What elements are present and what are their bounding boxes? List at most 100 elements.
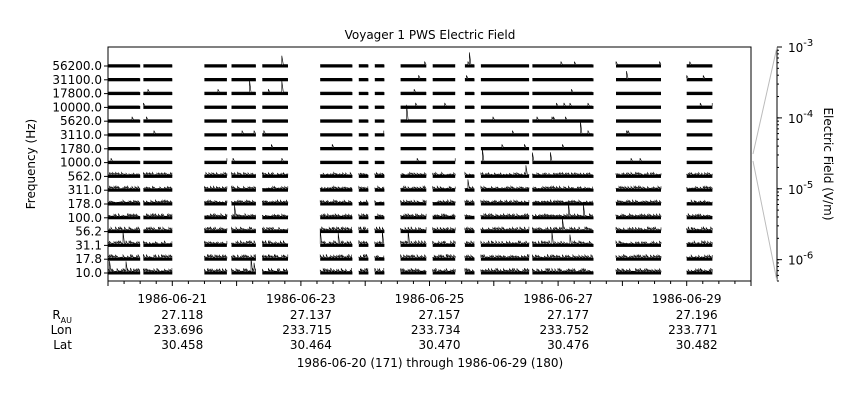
segment-3 bbox=[231, 230, 256, 234]
segment-9 bbox=[432, 78, 456, 82]
segment-9 bbox=[432, 92, 456, 96]
segment-7 bbox=[374, 92, 385, 96]
trace-10 bbox=[464, 179, 475, 190]
ephemeris-row-label: Lat bbox=[53, 338, 72, 352]
trace-7 bbox=[374, 226, 385, 232]
y-axis-label: Frequency (Hz) bbox=[24, 119, 38, 210]
segment-14 bbox=[686, 78, 713, 82]
trace-9 bbox=[432, 213, 456, 218]
segment-7 bbox=[374, 216, 385, 220]
ephemeris-value: 233.771 bbox=[668, 323, 718, 337]
segment-9 bbox=[432, 188, 456, 192]
x-tick-label: 1986-06-21 bbox=[137, 292, 207, 306]
segment-0 bbox=[108, 161, 141, 165]
ephemeris-value: 30.470 bbox=[419, 338, 461, 352]
segment-9 bbox=[432, 147, 456, 151]
segment-5 bbox=[320, 92, 353, 96]
segment-3 bbox=[231, 202, 256, 206]
y-tick-label: 178.0 bbox=[68, 197, 102, 211]
segment-10 bbox=[464, 174, 475, 178]
trace-14 bbox=[686, 185, 713, 190]
channel-100.0-hz bbox=[107, 201, 713, 220]
ephemeris-value: 30.476 bbox=[547, 338, 589, 352]
segment-14 bbox=[686, 188, 713, 192]
segment-2 bbox=[204, 64, 227, 68]
segment-5 bbox=[320, 216, 353, 220]
trace-0 bbox=[107, 212, 140, 218]
segment-8 bbox=[400, 64, 427, 68]
trace-9 bbox=[432, 102, 456, 107]
segment-8 bbox=[400, 174, 427, 178]
channel-3110.0-hz bbox=[108, 120, 713, 137]
segment-14 bbox=[686, 119, 713, 123]
segment-6 bbox=[358, 64, 369, 68]
channel-traces bbox=[107, 52, 713, 275]
segment-1 bbox=[143, 92, 173, 96]
trace-9 bbox=[432, 226, 456, 232]
segment-0 bbox=[108, 119, 141, 123]
ephemeris-value: 30.458 bbox=[161, 338, 203, 352]
channel-562.0-hz bbox=[107, 165, 713, 178]
segment-11 bbox=[480, 271, 530, 275]
segment-1 bbox=[143, 133, 173, 137]
trace-4 bbox=[261, 213, 289, 218]
trace-8 bbox=[400, 212, 427, 218]
segment-5 bbox=[320, 257, 353, 261]
segment-11 bbox=[480, 105, 530, 109]
ephemeris-value: 233.696 bbox=[154, 323, 204, 337]
segment-13 bbox=[616, 216, 661, 220]
trace-4 bbox=[262, 157, 288, 162]
colorbar-tick-label: 10-5 bbox=[788, 180, 813, 197]
trace-3 bbox=[231, 226, 256, 232]
segment-11 bbox=[480, 64, 530, 68]
segment-3 bbox=[231, 119, 256, 123]
trace-2 bbox=[204, 199, 228, 204]
segment-4 bbox=[262, 78, 288, 82]
trace-11 bbox=[480, 212, 530, 218]
channel-56.2-hz bbox=[107, 217, 713, 234]
channel-178.0-hz bbox=[107, 198, 713, 206]
segment-1 bbox=[143, 243, 173, 247]
segment-1 bbox=[143, 161, 173, 165]
channel-31.1-hz bbox=[107, 229, 713, 247]
segment-13 bbox=[616, 230, 661, 234]
colorbar-connector-top bbox=[752, 46, 778, 155]
trace-13 bbox=[615, 61, 662, 65]
colorbar-label: Electric Field (V/m) bbox=[821, 107, 835, 220]
segment-8 bbox=[400, 257, 427, 261]
segment-12 bbox=[532, 188, 594, 192]
segment-4 bbox=[262, 243, 288, 247]
segment-9 bbox=[432, 230, 456, 234]
trace-3 bbox=[231, 199, 256, 204]
segment-3 bbox=[231, 257, 256, 261]
segment-9 bbox=[432, 202, 456, 206]
segment-13 bbox=[616, 243, 661, 247]
segment-5 bbox=[320, 119, 353, 123]
segment-5 bbox=[320, 202, 353, 206]
segment-11 bbox=[480, 257, 530, 261]
segment-2 bbox=[204, 161, 227, 165]
segment-5 bbox=[320, 161, 353, 165]
ephemeris-value: 30.482 bbox=[676, 338, 718, 352]
trace-10 bbox=[464, 52, 474, 65]
y-axis-ticks: 56200.031100.017800.010000.05620.03110.0… bbox=[52, 59, 108, 280]
trace-4 bbox=[261, 226, 289, 232]
trace-14 bbox=[686, 199, 713, 204]
trace-2 bbox=[204, 158, 228, 162]
segment-9 bbox=[432, 216, 456, 220]
trace-13 bbox=[615, 212, 662, 218]
trace-11 bbox=[480, 267, 530, 273]
segment-2 bbox=[204, 202, 227, 206]
segment-4 bbox=[262, 257, 288, 261]
ephemeris-value: 27.196 bbox=[676, 308, 718, 322]
trace-12 bbox=[532, 116, 593, 120]
trace-4 bbox=[261, 267, 289, 273]
ephemeris-value: 27.177 bbox=[547, 308, 589, 322]
y-tick-label: 1000.0 bbox=[60, 156, 102, 170]
segment-12 bbox=[532, 216, 594, 220]
trace-7 bbox=[374, 171, 385, 176]
trace-4 bbox=[262, 80, 288, 93]
segment-11 bbox=[480, 119, 530, 123]
segment-10 bbox=[464, 257, 475, 261]
trace-10 bbox=[464, 254, 475, 259]
